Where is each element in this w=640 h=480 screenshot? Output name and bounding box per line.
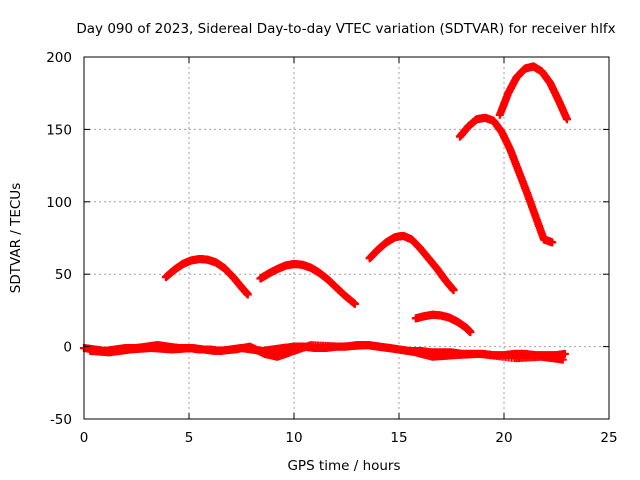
grid-lines (84, 57, 609, 419)
chart-title: Day 090 of 2023, Sidereal Day-to-day VTE… (76, 21, 615, 37)
y-tick-label: 150 (46, 122, 72, 138)
data-series (80, 62, 571, 364)
x-axis-label: GPS time / hours (287, 458, 400, 474)
axis-ticks: 0 5 10 15 20 25 -50 0 50 100 150 200 (46, 50, 617, 446)
y-axis-label: SDTVAR / TECUs (8, 183, 24, 293)
series-4 (256, 260, 359, 308)
series-3 (161, 254, 252, 299)
x-tick-label: 15 (390, 430, 407, 446)
x-tick-label: 20 (495, 430, 512, 446)
data-point (449, 286, 458, 295)
series-8 (495, 62, 571, 124)
y-tick-label: 50 (55, 267, 72, 283)
data-point (560, 349, 569, 358)
x-tick-label: 10 (285, 430, 302, 446)
y-tick-label: -50 (50, 412, 72, 428)
series-2 (86, 341, 567, 364)
data-point (558, 355, 567, 364)
y-tick-label: 0 (63, 340, 72, 356)
data-point (548, 238, 557, 247)
data-point (466, 328, 475, 337)
x-tick-label: 5 (185, 430, 194, 446)
x-tick-label: 25 (600, 430, 617, 446)
series-5 (365, 231, 458, 295)
x-tick-label: 0 (80, 430, 89, 446)
data-point (350, 299, 359, 308)
data-point (563, 115, 571, 124)
y-tick-label: 100 (46, 195, 72, 211)
data-point (243, 290, 252, 299)
plot-frame (83, 56, 610, 420)
series-7 (455, 113, 557, 247)
y-tick-label: 200 (46, 50, 72, 66)
series-6 (411, 310, 475, 337)
